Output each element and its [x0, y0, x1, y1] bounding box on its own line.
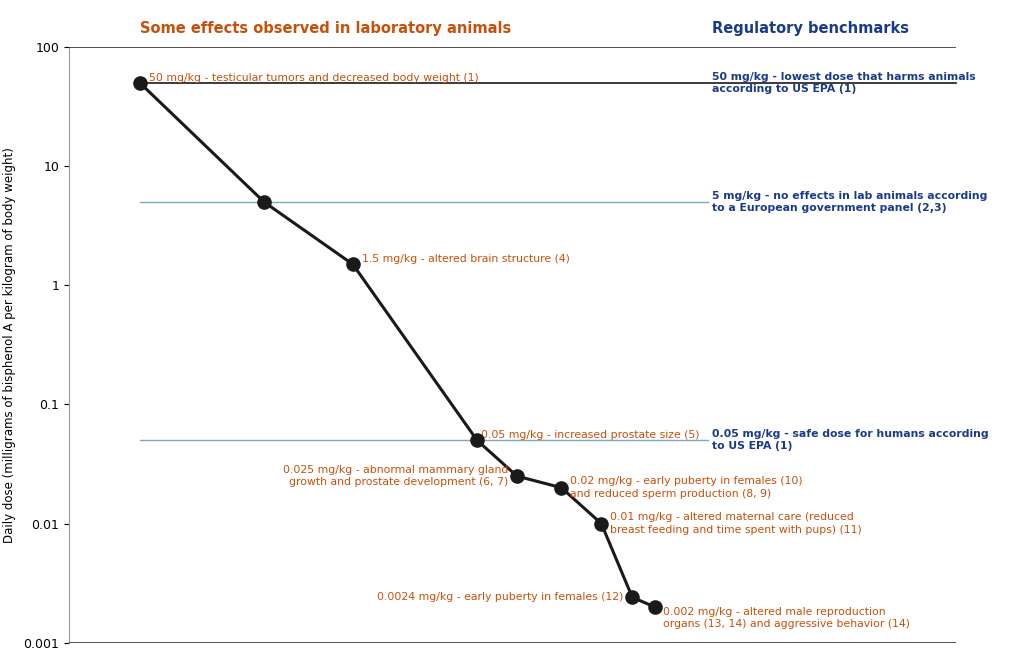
Point [646, 602, 662, 612]
Text: 0.05 mg/kg - increased prostate size (5): 0.05 mg/kg - increased prostate size (5) [482, 430, 700, 440]
Point [131, 78, 148, 88]
Text: Regulatory benchmarks: Regulatory benchmarks [712, 22, 909, 36]
Point [625, 592, 641, 602]
Text: 0.02 mg/kg - early puberty in females (10)
and reduced sperm production (8, 9): 0.02 mg/kg - early puberty in females (1… [571, 477, 803, 499]
Y-axis label: Daily dose (milligrams of bisphenol A per kilogram of body weight): Daily dose (milligrams of bisphenol A pe… [3, 147, 16, 543]
Text: 0.0024 mg/kg - early puberty in females (12): 0.0024 mg/kg - early puberty in females … [377, 593, 624, 602]
Point [256, 197, 272, 207]
Text: 1.5 mg/kg - altered brain structure (4): 1.5 mg/kg - altered brain structure (4) [362, 254, 570, 264]
Text: 0.002 mg/kg - altered male reproduction
organs (13, 14) and aggressive behavior : 0.002 mg/kg - altered male reproduction … [663, 607, 910, 629]
Text: 50 mg/kg - testicular tumors and decreased body weight (1): 50 mg/kg - testicular tumors and decreas… [149, 73, 479, 83]
Text: Some effects observed in laboratory animals: Some effects observed in laboratory anim… [140, 22, 512, 36]
Point [593, 519, 609, 529]
Point [344, 259, 361, 269]
Text: 0.025 mg/kg - abnormal mammary gland
growth and prostate development (6, 7): 0.025 mg/kg - abnormal mammary gland gro… [282, 465, 508, 487]
Text: 0.05 mg/kg - safe dose for humans according
to US EPA (1): 0.05 mg/kg - safe dose for humans accord… [712, 429, 988, 451]
Point [469, 435, 485, 445]
Point [553, 483, 570, 493]
Text: 50 mg/kg - lowest dose that harms animals
according to US EPA (1): 50 mg/kg - lowest dose that harms animal… [712, 72, 976, 94]
Text: 5 mg/kg - no effects in lab animals according
to a European government panel (2,: 5 mg/kg - no effects in lab animals acco… [712, 191, 987, 213]
Point [508, 471, 525, 481]
Text: 0.01 mg/kg - altered maternal care (reduced
breast feeding and time spent with p: 0.01 mg/kg - altered maternal care (redu… [610, 512, 862, 535]
